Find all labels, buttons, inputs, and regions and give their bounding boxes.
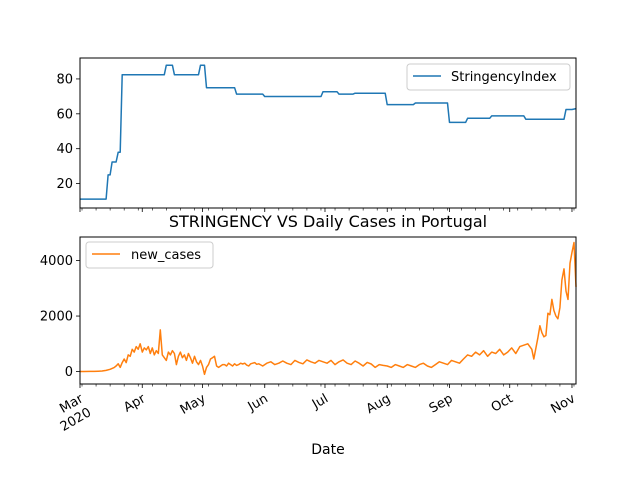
y-axis-new-cases: 0 2000 4000 <box>40 254 80 380</box>
axes-frame-stringency <box>79 57 577 209</box>
x-axis-title: Date <box>311 442 344 458</box>
y-tick-label: 0 <box>65 365 73 380</box>
y-tick-label: 80 <box>56 72 73 87</box>
x-tick-label: Jul <box>309 391 331 412</box>
series-line-stringencyindex <box>80 64 577 200</box>
series-new-cases <box>80 241 577 376</box>
x-tick-label-group: Jul <box>309 391 331 412</box>
chart-title: STRINGENCY VS Daily Cases in Portugal <box>169 212 487 231</box>
panel-stringency: 20 40 60 80 StringencyIndex <box>56 57 577 212</box>
y-tick-label: 60 <box>56 107 73 122</box>
y-axis-stringency: 20 40 60 80 <box>56 72 80 192</box>
panel-new-cases: STRINGENCY VS Daily Cases in Portugal 0 2… <box>40 212 578 458</box>
axes-frame-new-cases <box>79 236 577 385</box>
series-stringency-index <box>80 64 577 200</box>
legend-label-stringency: StringencyIndex <box>451 70 557 85</box>
y-tick-label: 4000 <box>40 254 73 269</box>
y-tick-label: 20 <box>56 177 73 192</box>
legend-box-stringency <box>406 63 571 91</box>
series-line-new-cases <box>80 241 577 376</box>
legend-label-new-cases: new_cases <box>131 248 201 263</box>
legend-box-new-cases <box>85 241 214 269</box>
y-tick-label: 2000 <box>40 310 73 325</box>
legend-stringency: StringencyIndex <box>406 63 571 91</box>
legend-new-cases: new_cases <box>85 241 214 269</box>
y-tick-label: 40 <box>56 142 73 157</box>
